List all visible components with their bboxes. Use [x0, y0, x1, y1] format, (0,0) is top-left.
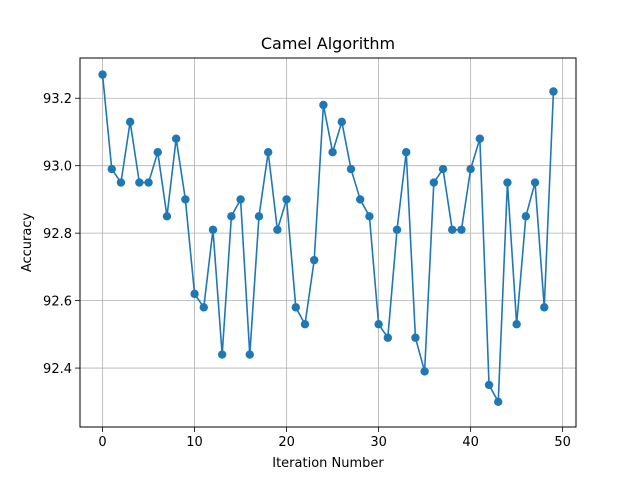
y-tick-label: 92.8: [43, 227, 72, 242]
data-point: [153, 148, 162, 157]
x-axis-title: Iteration Number: [272, 456, 384, 471]
data-point: [402, 148, 411, 157]
data-point: [365, 212, 374, 221]
data-point: [245, 350, 254, 359]
data-point: [181, 195, 190, 204]
y-tick-label: 92.4: [43, 362, 72, 377]
data-point: [438, 164, 448, 174]
data-point: [282, 195, 291, 204]
data-point: [107, 164, 116, 174]
data-point: [346, 164, 356, 174]
data-point: [319, 100, 328, 110]
y-tick-label: 93.0: [43, 160, 72, 175]
data-point: [392, 225, 402, 234]
y-tick-label: 92.6: [43, 295, 72, 310]
data-point: [135, 178, 144, 187]
y-tick-label: 93.2: [43, 92, 72, 107]
data-point: [300, 320, 310, 329]
x-tick-label: 50: [554, 435, 571, 450]
data-point: [190, 289, 199, 299]
data-point: [273, 225, 282, 234]
series-layer: [98, 70, 558, 406]
data-point: [125, 117, 135, 127]
data-point: [549, 87, 558, 96]
data-point: [530, 178, 540, 187]
x-tick-label: 20: [278, 435, 295, 450]
x-tick-label: 0: [98, 435, 106, 450]
data-point: [475, 134, 485, 143]
data-point: [254, 212, 264, 221]
data-point: [328, 148, 337, 157]
data-point: [263, 148, 273, 157]
data-point: [227, 212, 236, 221]
data-point: [356, 195, 365, 204]
data-point: [171, 134, 181, 143]
data-point: [494, 397, 503, 406]
data-point: [503, 178, 512, 187]
x-tick-label: 10: [186, 435, 203, 450]
series-line: [101, 74, 555, 403]
data-point: [236, 195, 245, 204]
y-axis-title: Accuracy: [20, 213, 35, 273]
data-point: [144, 178, 153, 187]
data-point: [291, 303, 300, 312]
plot-area-frame: [79, 57, 577, 428]
data-point: [512, 320, 521, 329]
data-point: [217, 350, 227, 359]
data-point: [374, 320, 383, 329]
data-point: [383, 333, 393, 342]
axis-ticks: 0 10 20 30 40 50 92.4 92.6 92.8 93.0 93.2: [43, 92, 571, 450]
x-tick-label: 40: [462, 435, 479, 450]
data-point: [199, 303, 208, 312]
chart-title: Camel Algorithm: [261, 34, 395, 53]
data-point: [521, 212, 531, 221]
data-point: [310, 255, 319, 265]
data-point: [484, 380, 494, 390]
data-point: [162, 212, 172, 221]
data-point: [457, 225, 466, 234]
data-point: [466, 164, 475, 174]
data-point: [411, 333, 420, 342]
data-point: [337, 117, 346, 127]
data-point: [116, 178, 126, 187]
data-point: [420, 367, 429, 376]
data-point: [429, 178, 439, 187]
data-point: [448, 225, 457, 234]
data-point: [98, 70, 107, 79]
grid-lines: [80, 58, 576, 427]
x-tick-label: 30: [370, 435, 387, 450]
data-point: [208, 225, 218, 234]
data-point: [540, 303, 549, 312]
